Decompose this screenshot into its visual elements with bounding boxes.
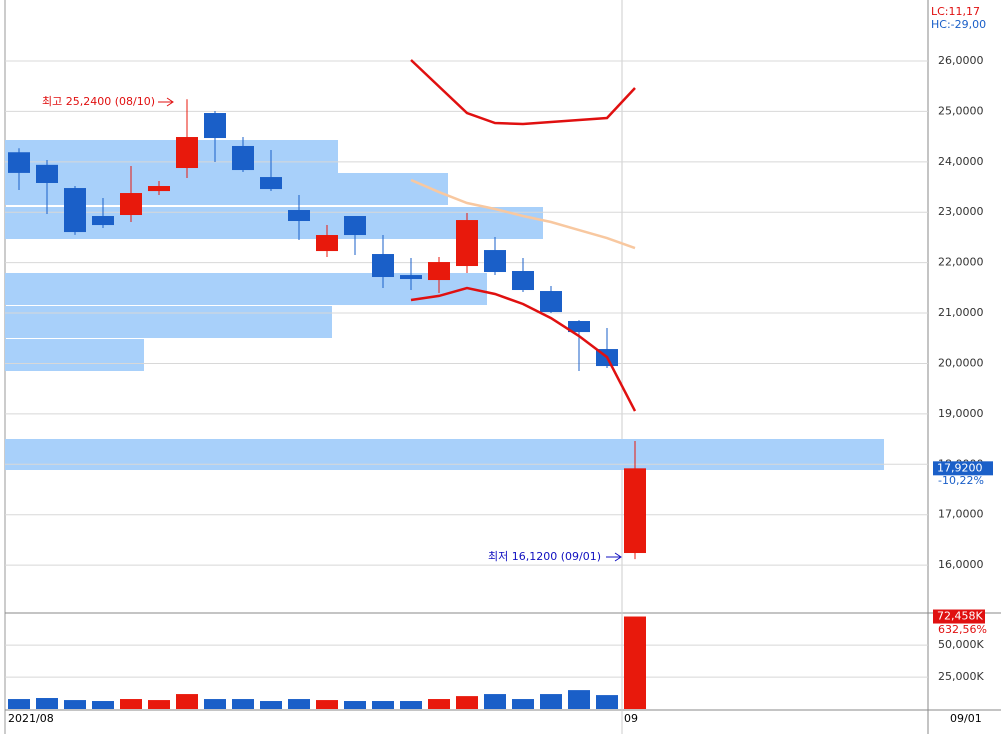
candle-body	[400, 275, 422, 280]
volume-bar	[176, 694, 198, 709]
band	[5, 306, 332, 338]
price-tag-label: 17,9200	[937, 461, 983, 474]
volume-bar	[8, 699, 30, 709]
candle-body	[316, 235, 338, 252]
y-tick-label: 26,0000	[938, 54, 984, 67]
candle-body	[428, 262, 450, 281]
volume-bar	[148, 700, 170, 709]
volume-bar	[428, 699, 450, 709]
volume-bar	[204, 699, 226, 709]
candle-body	[204, 113, 226, 139]
volume-tag	[933, 609, 985, 624]
volume-change-label: 632,56%	[938, 623, 987, 636]
candle-body	[624, 468, 646, 554]
volume-bar	[316, 700, 338, 709]
candle-body	[484, 250, 506, 273]
candle-body	[176, 137, 198, 169]
candle-body	[288, 210, 310, 222]
candle-body	[260, 177, 282, 190]
y-tick-label: 25,000K	[938, 670, 984, 683]
y-tick-label: 16,0000	[938, 558, 984, 571]
volume-bar	[484, 694, 506, 709]
arrow	[158, 97, 174, 107]
volume-bar	[120, 699, 142, 709]
candle-body	[456, 220, 478, 267]
price-tag	[933, 461, 993, 476]
candle-body	[92, 216, 114, 226]
candle-body	[36, 164, 58, 183]
arrow	[606, 552, 622, 562]
last-date: 09/01	[950, 712, 982, 725]
lc-label: LC:11,17	[931, 5, 980, 18]
indicator-line	[410, 59, 636, 126]
candle-body	[568, 321, 590, 333]
y-tick-label: 17,0000	[938, 508, 984, 521]
change-label: -10,22%	[938, 474, 984, 487]
volume-bar	[568, 690, 590, 709]
volume-tag-label: 72,458K	[937, 610, 983, 623]
candle-body	[372, 254, 394, 278]
high-annotation: 최고 25,2400 (08/10)	[42, 95, 155, 108]
plot	[5, 59, 928, 709]
y-tick-label: 22,0000	[938, 256, 984, 269]
low-annotation: 최저 16,1200 (09/01)	[488, 550, 601, 563]
candle-body	[512, 271, 534, 291]
candle-body	[148, 186, 170, 192]
y-tick-label: 25,0000	[938, 104, 984, 117]
candle-body	[120, 193, 142, 216]
y-tick-label: 23,0000	[938, 205, 984, 218]
volume-bar	[344, 701, 366, 709]
y-tick-label: 50,000K	[938, 638, 984, 651]
candle-body	[8, 152, 30, 173]
y-tick-label: 21,0000	[938, 306, 984, 319]
volume-bar	[64, 700, 86, 709]
band	[5, 339, 144, 371]
x-label: 09	[624, 712, 638, 725]
volume-bar	[232, 699, 254, 709]
volume-bar	[624, 616, 646, 709]
volume-bar	[372, 701, 394, 709]
indicator-line	[410, 286, 637, 412]
band	[5, 439, 884, 470]
volume-bar	[596, 695, 618, 709]
hc-label: HC:-29,00	[931, 18, 986, 31]
candle-body	[540, 291, 562, 313]
volume-bar	[92, 701, 114, 709]
y-tick-label: 19,0000	[938, 407, 984, 420]
candle-body	[344, 216, 366, 236]
y-tick-label: 24,0000	[938, 155, 984, 168]
volume-bar	[400, 701, 422, 709]
volume-bar	[288, 699, 310, 709]
volume-bar	[36, 698, 58, 709]
volume-bar	[540, 694, 562, 709]
candle-body	[232, 145, 254, 171]
band	[5, 140, 338, 173]
x-label: 2021/08	[8, 712, 54, 725]
volume-bar	[260, 701, 282, 709]
volume-bar	[456, 696, 478, 709]
indicator-line	[410, 178, 636, 250]
volume-bar	[512, 699, 534, 709]
y-tick-label: 20,0000	[938, 356, 984, 369]
candle-body	[64, 188, 86, 233]
